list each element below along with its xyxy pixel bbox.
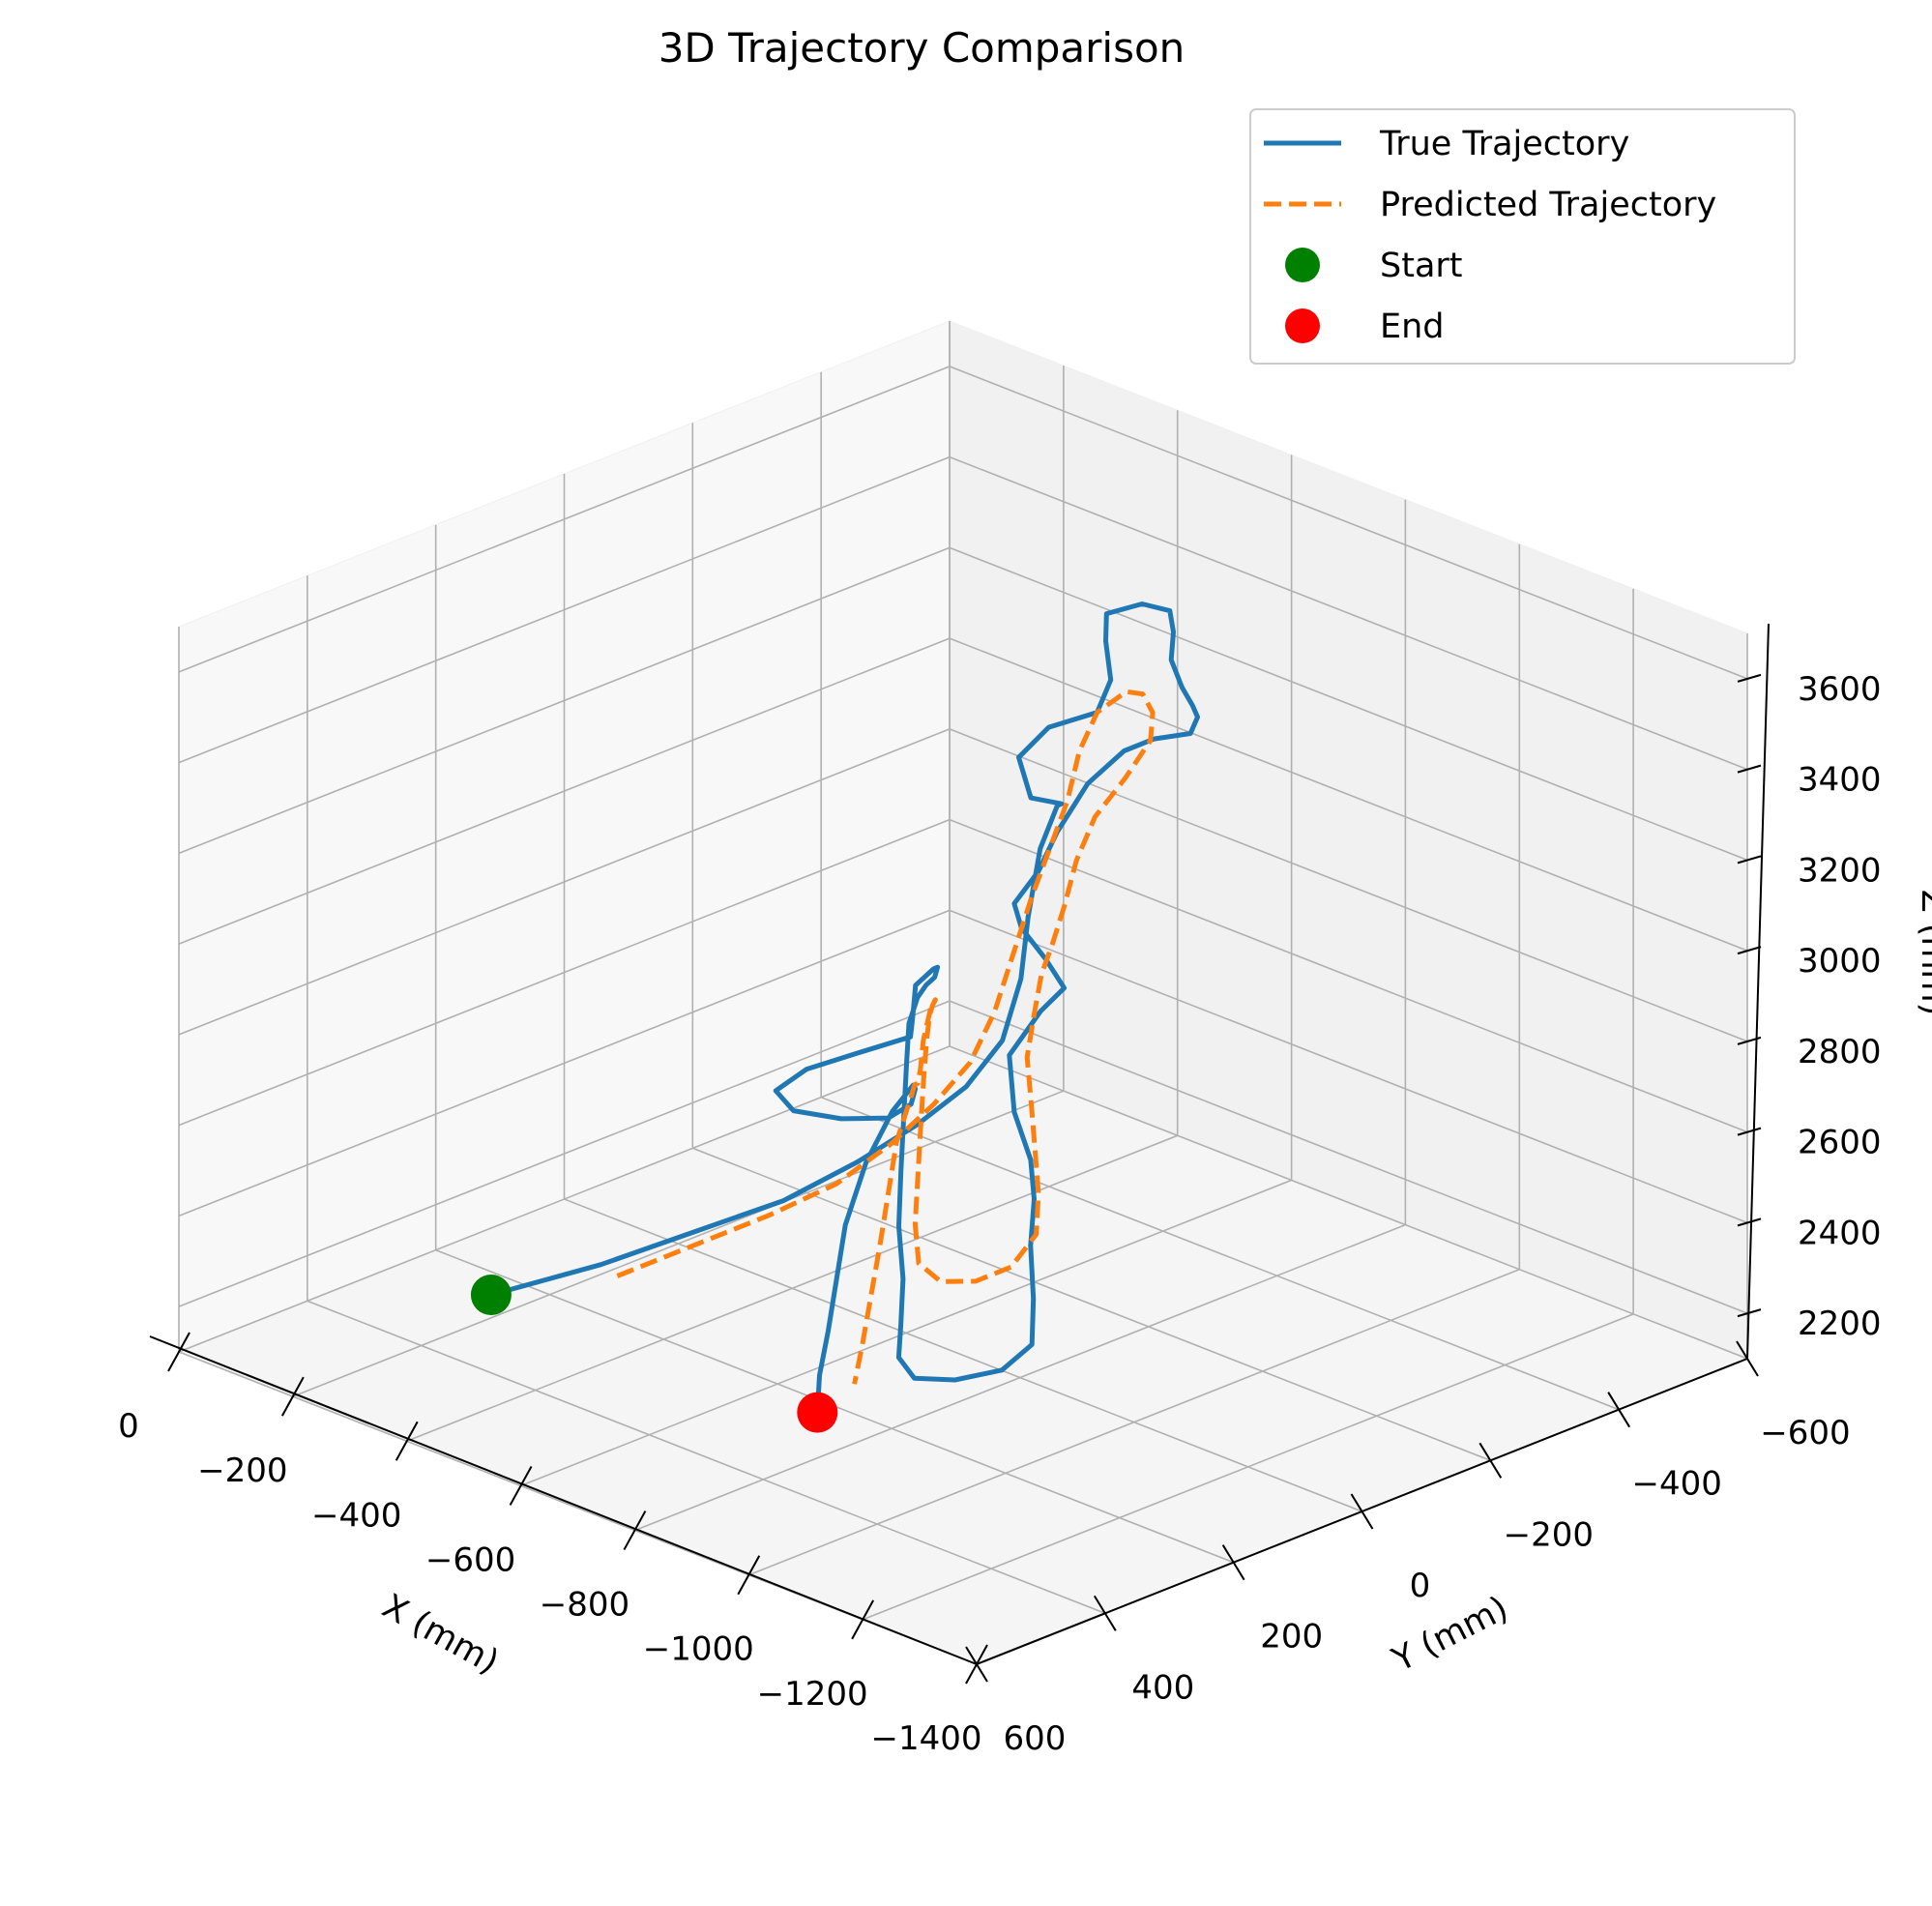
x-tick-label: −200 [197, 1451, 287, 1490]
z-tick [1737, 946, 1762, 955]
tick-marks [167, 673, 1762, 1685]
y-tick-label: −400 [1631, 1465, 1721, 1504]
y-grid-line [306, 575, 1106, 1615]
y-tick [1607, 1392, 1631, 1428]
legend-label-start: Start [1380, 247, 1463, 285]
x-tick [280, 1376, 305, 1417]
chart-title: 3D Trajectory Comparison [659, 24, 1186, 72]
y-grid-line [949, 321, 1748, 1360]
start-marker [470, 1274, 512, 1315]
z-axis-label: Z (mm) [1914, 890, 1932, 1016]
legend-frame [1249, 108, 1796, 365]
z-grid-line [178, 1000, 1748, 1314]
y-grid-line [434, 524, 1234, 1564]
y-tick-label: −200 [1504, 1515, 1594, 1554]
z-tick [1737, 855, 1762, 865]
y-grid-line [691, 423, 1491, 1462]
y-tick-label: 600 [1004, 1719, 1067, 1758]
z-grid-line [178, 818, 1748, 1133]
x-tick [167, 1332, 190, 1372]
y-tick [1093, 1595, 1117, 1631]
x-tick-label: 0 [118, 1407, 139, 1446]
legend-swatch-start [1285, 248, 1320, 282]
x-tick [623, 1510, 647, 1551]
x-tick-label: −1400 [870, 1719, 981, 1758]
predicted-trajectory-line [616, 689, 1156, 1385]
z-tick-label: 2800 [1798, 1033, 1882, 1071]
marker-layer [470, 1274, 838, 1433]
z-grid-line [178, 909, 1748, 1224]
x-tick-label: −400 [311, 1496, 401, 1535]
z-tick [1737, 764, 1762, 774]
x-tick [395, 1421, 419, 1461]
legend-label-predicted: Predicted Trajectory [1380, 186, 1716, 224]
x-tick-label: −1200 [757, 1675, 868, 1714]
x-tick-label: −800 [540, 1586, 629, 1625]
x-axis-line [149, 1335, 978, 1665]
z-tick-label: 2200 [1798, 1305, 1882, 1343]
tick-labels: 0 −200 −400 −600 −800 −1000−1200−1400 −600 −400… [118, 670, 1881, 1758]
z-tick [1737, 1036, 1762, 1045]
z-grid-line [178, 728, 1748, 1042]
y-tick-label: 400 [1131, 1668, 1194, 1707]
y-grid-line [563, 474, 1362, 1512]
y-grid-line [820, 371, 1620, 1411]
x-tick [851, 1599, 875, 1640]
y-tick-label: 0 [1410, 1567, 1431, 1605]
y-tick [965, 1646, 988, 1683]
x-tick-label: −600 [425, 1540, 515, 1579]
legend: True Trajectory Predicted Trajectory Sta… [1249, 108, 1796, 365]
z-axis-line [1746, 623, 1770, 1360]
y-tick-label: −600 [1760, 1414, 1850, 1452]
x-tick-label: −1000 [643, 1630, 754, 1669]
z-tick [1737, 1127, 1762, 1136]
end-marker [797, 1392, 838, 1433]
z-tick-label: 3000 [1798, 942, 1882, 981]
z-tick [1737, 673, 1762, 683]
true-trajectory-line [488, 601, 1200, 1416]
legend-label-end: End [1380, 308, 1445, 346]
y-tick [1350, 1493, 1374, 1530]
series-layer [488, 601, 1200, 1416]
z-tick [1737, 1217, 1762, 1227]
legend-label-true: True Trajectory [1379, 125, 1629, 163]
z-tick-label: 2400 [1798, 1214, 1882, 1252]
z-tick-label: 3600 [1798, 670, 1882, 709]
y-tick-label: 200 [1260, 1618, 1323, 1657]
z-grid-line [178, 455, 1748, 771]
x-tick [737, 1555, 761, 1596]
z-tick-label: 3200 [1798, 851, 1882, 890]
y-tick [1478, 1442, 1503, 1479]
z-tick [1737, 1308, 1762, 1318]
z-grid-line [178, 546, 1748, 862]
z-tick-label: 2600 [1798, 1124, 1882, 1162]
z-grid-line [178, 637, 1748, 952]
z-grid-line [178, 366, 1748, 680]
z-tick-label: 3400 [1798, 761, 1882, 800]
y-tick [1736, 1340, 1759, 1377]
legend-swatch-end [1285, 308, 1320, 343]
y-tick [1221, 1544, 1245, 1581]
x-tick [509, 1465, 533, 1506]
